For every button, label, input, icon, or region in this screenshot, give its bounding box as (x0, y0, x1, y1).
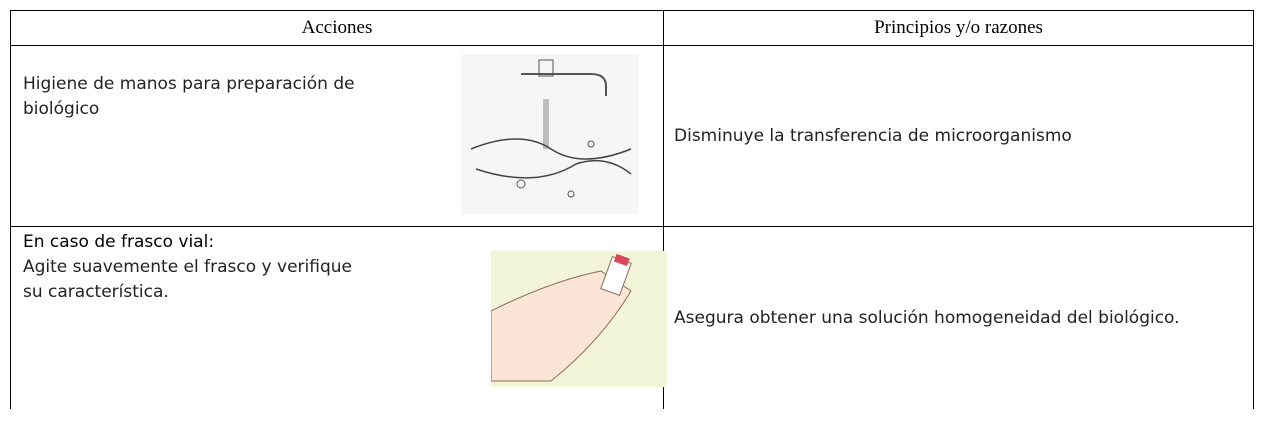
vial-illustration (491, 251, 667, 387)
action-text: Agite suavemente el frasco y verifique s… (23, 257, 352, 302)
action-cell: En caso de frasco vial: Agite suavemente … (10, 226, 667, 409)
reason-text: Asegura obtener una solución homogeneida… (674, 307, 1180, 328)
action-heading: En caso de frasco vial: (23, 232, 215, 252)
reason-text: Disminuye la transferencia de microorgan… (674, 125, 1072, 146)
table: Acciones Principios y/o razones Higiene … (10, 10, 1254, 409)
header-cell: Acciones (10, 10, 664, 46)
handwash-illustration (461, 54, 639, 214)
reason-cell: Disminuye la transferencia de microorgan… (663, 45, 1254, 227)
action-cell: Higiene de manos para preparación de bio… (10, 45, 664, 227)
action-text: Higiene de manos para preparación de bio… (23, 74, 355, 119)
header-cell: Principios y/o razones (663, 10, 1254, 46)
reason-cell: Asegura obtener una solución homogeneida… (663, 226, 1254, 409)
action-text: En caso de frasco vial: Agite suavemente … (23, 230, 363, 305)
